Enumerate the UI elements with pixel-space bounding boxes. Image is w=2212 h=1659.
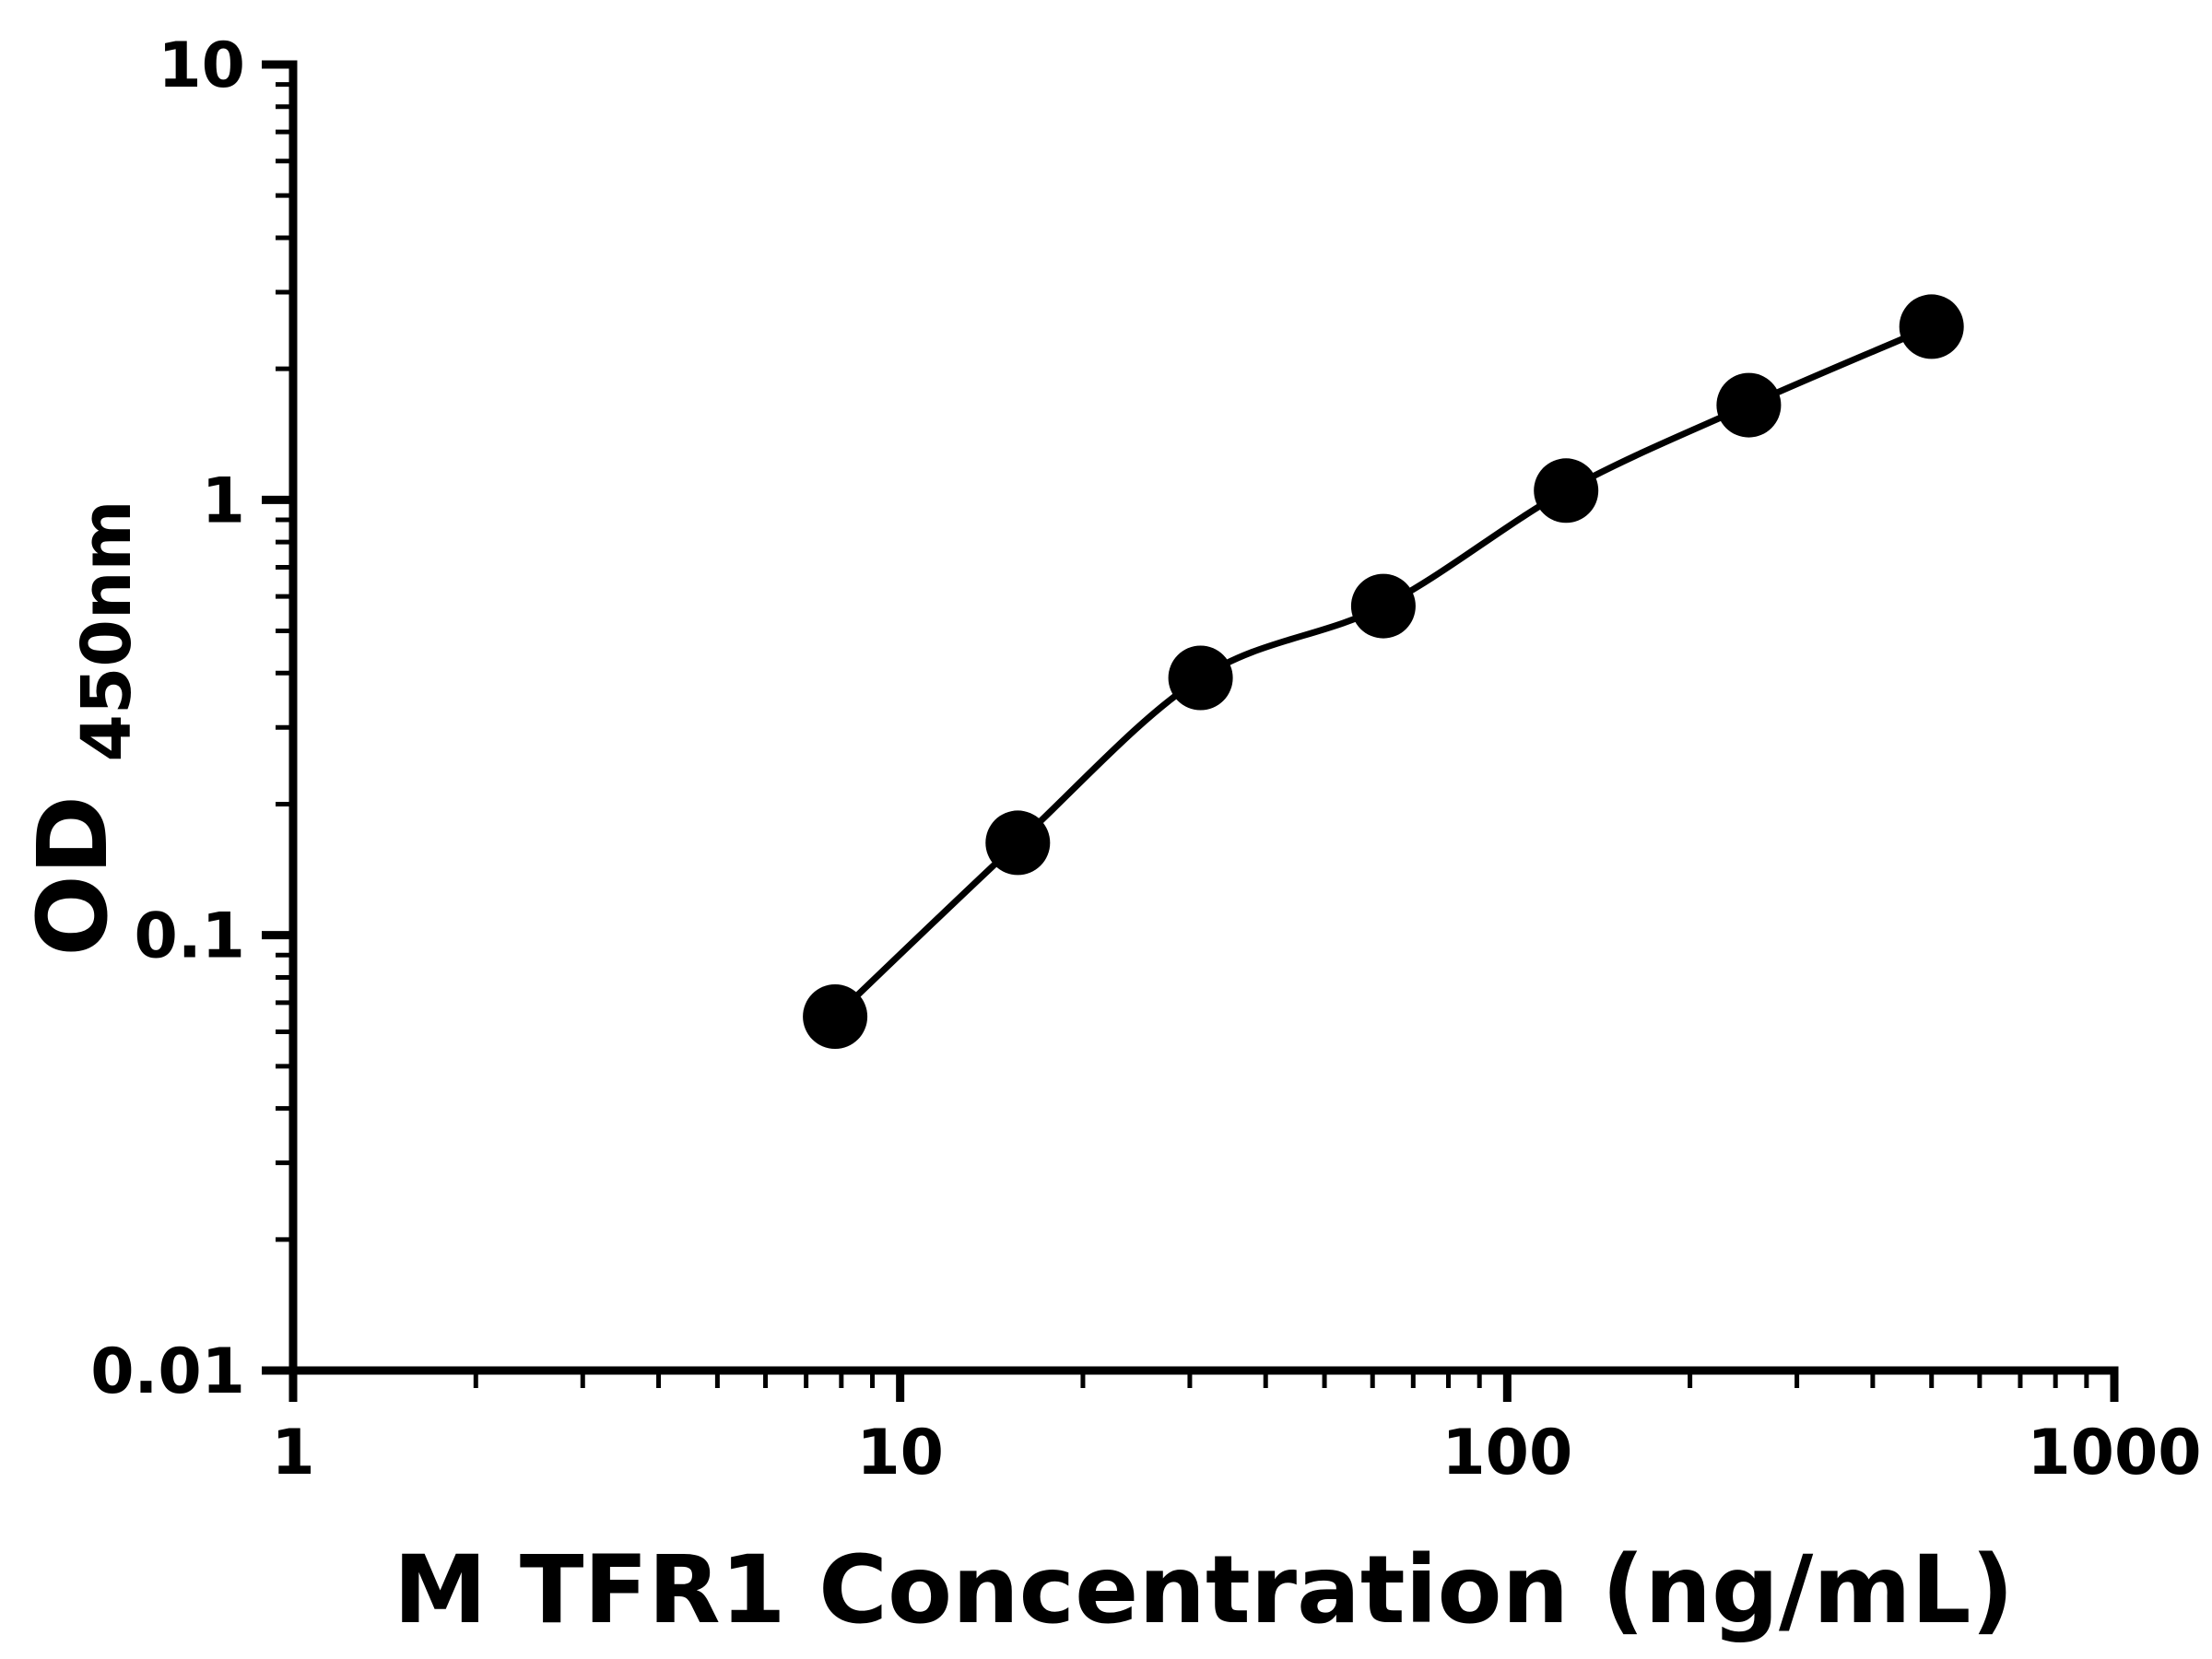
x-tick-label: 10	[856, 1417, 944, 1489]
x-axis-title: M TFR1 Concentration (ng/mL)	[394, 1535, 2014, 1645]
data-point	[1168, 645, 1233, 711]
x-tick-label: 1000	[2027, 1417, 2201, 1489]
axis-spines	[288, 60, 2119, 1375]
data-series	[803, 294, 1964, 1049]
tick-marks	[262, 60, 2119, 1402]
y-tick-label: 10	[158, 29, 245, 102]
y-tick-label: 0.01	[90, 1335, 245, 1408]
tick-labels: 1 10 100 1000 0.01 0.1 1 10	[90, 29, 2201, 1489]
data-point	[1350, 573, 1416, 639]
x-tick-label: 1	[271, 1417, 314, 1489]
y-axis-title: OD 450nm	[17, 500, 147, 956]
y-tick-label: 1	[202, 465, 245, 537]
data-point	[803, 984, 868, 1049]
data-point	[985, 810, 1051, 876]
x-tick-label: 100	[1441, 1417, 1572, 1489]
axes	[288, 60, 2119, 1375]
data-point	[1716, 372, 1782, 438]
y-tick-label: 0.1	[135, 900, 245, 973]
y-axis-title-subscript: 450nm	[67, 500, 147, 761]
data-point	[1899, 294, 1964, 359]
data-point	[1534, 458, 1599, 524]
y-axis-title-main: OD	[17, 795, 129, 957]
